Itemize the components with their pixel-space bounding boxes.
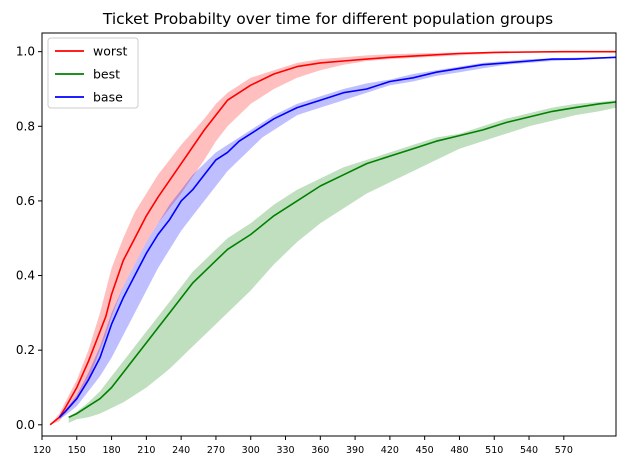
legend-frame <box>47 37 139 109</box>
x-tick-label: 240 <box>172 445 190 456</box>
x-tick-label: 570 <box>555 445 573 456</box>
legend: worst best base <box>47 37 139 109</box>
band-worst <box>50 51 617 425</box>
band-best <box>68 100 616 423</box>
series-line-best <box>68 101 617 419</box>
x-tick-label: 510 <box>485 445 503 456</box>
x-tick-label: 300 <box>242 445 260 456</box>
legend-label-worst: worst <box>93 44 128 59</box>
x-tick-label: 150 <box>68 445 86 456</box>
series-lines <box>49 50 617 426</box>
x-axis: 120 150 180 210 240 270 300 330 360 390 420 450 480 5… <box>33 436 573 456</box>
y-tick-label: 0.2 <box>16 343 35 357</box>
plot-area-frame <box>41 32 617 437</box>
legend-label-base: base <box>93 90 123 105</box>
x-tick-label: 480 <box>450 445 468 456</box>
x-tick-label: 210 <box>137 445 155 456</box>
y-tick-label: 0.4 <box>16 269 35 283</box>
chart-title: Ticket Probabilty over time for differen… <box>102 10 553 28</box>
series-line-worst <box>49 50 616 426</box>
y-tick-label: 0.0 <box>16 418 35 432</box>
x-tick-label: 540 <box>520 445 538 456</box>
y-tick-label: 0.8 <box>16 119 35 133</box>
x-tick-label: 450 <box>416 445 434 456</box>
x-tick-label: 180 <box>103 445 121 456</box>
x-tick-label: 360 <box>311 445 329 456</box>
x-tick-label: 390 <box>346 445 364 456</box>
x-tick-label: 420 <box>381 445 399 456</box>
y-tick-label: 0.6 <box>16 194 35 208</box>
x-tick-label: 330 <box>276 445 294 456</box>
y-tick-label: 1.0 <box>16 45 35 59</box>
legend-label-best: best <box>93 67 120 82</box>
confidence-bands <box>50 51 617 425</box>
series-line-base <box>58 56 617 418</box>
x-tick-label: 120 <box>33 445 51 456</box>
x-tick-label: 270 <box>207 445 225 456</box>
band-base <box>59 56 616 420</box>
y-axis: 0.0 0.2 0.4 0.6 0.8 1.0 <box>16 45 42 432</box>
